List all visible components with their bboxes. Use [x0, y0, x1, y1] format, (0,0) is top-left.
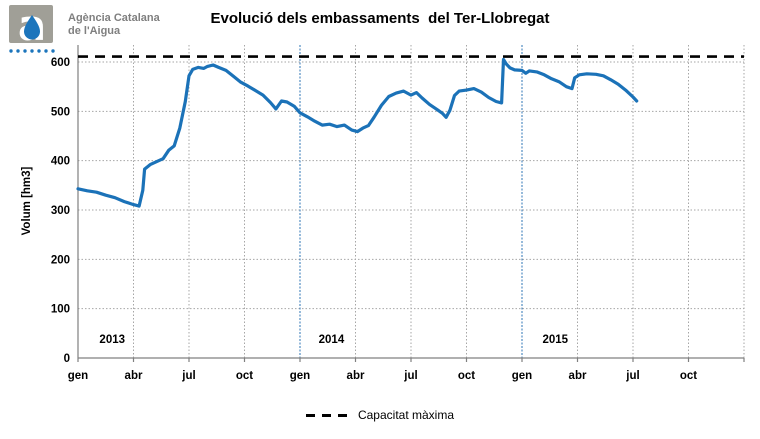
y-tick-label: 400	[51, 156, 70, 168]
year-label: 2015	[543, 334, 569, 346]
x-tick-label: oct	[236, 370, 253, 382]
x-tick-labels: gen abr jul oct gen abr jul oct gen abr jul oct	[68, 370, 698, 382]
capacity-legend-label: Capacitat màxima	[357, 408, 455, 422]
x-tick-label: gen	[512, 370, 532, 382]
year-labels: 2013 2014 2015	[99, 334, 568, 346]
logo-dotted-line	[9, 49, 55, 53]
year-label: 2013	[99, 334, 125, 346]
x-tick-label: abr	[569, 370, 587, 382]
capacity-dashed-line-swatch	[305, 413, 348, 417]
x-tick-label: jul	[625, 370, 639, 382]
y-tick-label: 100	[51, 304, 70, 316]
y-tick-label: 500	[51, 106, 70, 118]
x-tick-label: abr	[347, 370, 365, 382]
year-label: 2014	[319, 334, 345, 346]
aca-logo-mark: a	[9, 4, 55, 53]
logo-org-line1: Agència Catalana	[68, 12, 160, 24]
volume-series-line	[76, 57, 639, 208]
logo-org-line2: de l'Aigua	[68, 25, 121, 37]
x-tick-label: gen	[290, 370, 310, 382]
logo-water-drop-icon	[24, 15, 40, 40]
chart-title: Evolució dels embassaments del Ter-Llobr…	[210, 10, 550, 27]
y-tick-label: 300	[51, 205, 70, 217]
aca-logo: a Agència Catalana de l'Aigua	[8, 4, 160, 56]
x-tick-label: abr	[125, 370, 143, 382]
axes	[77, 45, 745, 362]
x-tick-label: jul	[181, 370, 195, 382]
vertical-gridlines	[133, 45, 745, 358]
y-tick-labels: 0 100 200 300 400 500 600	[51, 57, 70, 365]
x-tick-label: gen	[68, 370, 88, 382]
legend: Capacitat màxima	[0, 406, 760, 424]
x-tick-label: oct	[680, 370, 697, 382]
x-tick-label: oct	[458, 370, 475, 382]
x-tick-label: jul	[403, 370, 417, 382]
y-tick-label: 0	[64, 353, 70, 365]
y-tick-label: 600	[51, 57, 70, 69]
y-tick-label: 200	[51, 254, 70, 266]
logo-org-name: Agència Catalana de l'Aigua	[68, 12, 160, 38]
